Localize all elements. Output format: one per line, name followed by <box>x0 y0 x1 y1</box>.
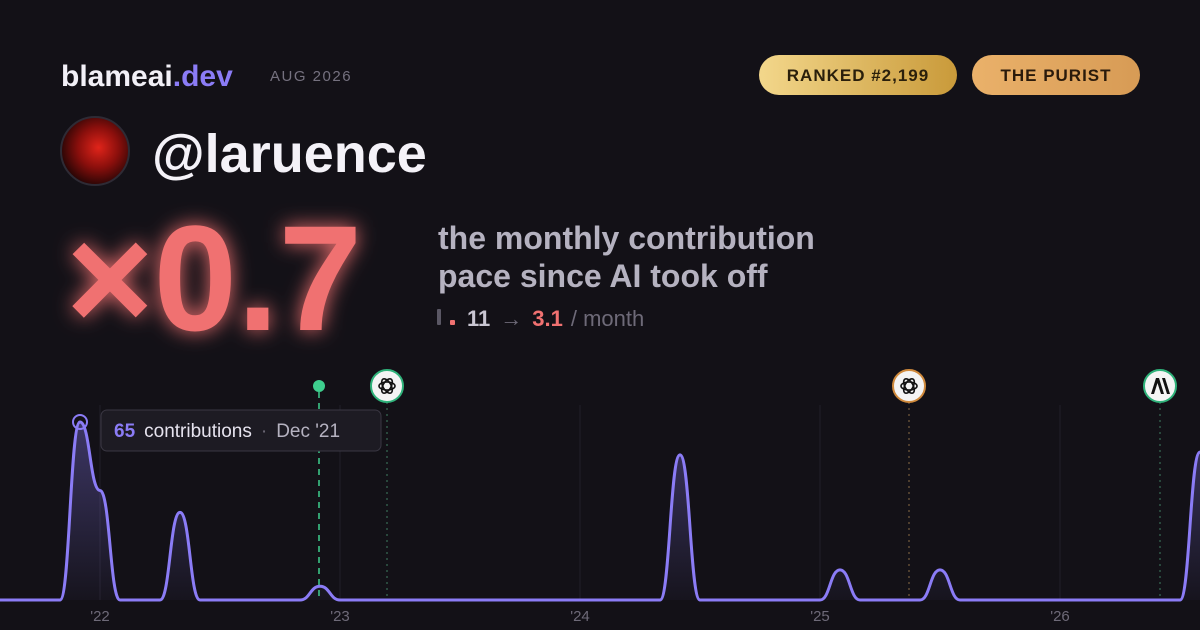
multiplier: ×0.7 <box>66 194 362 362</box>
x-tick-label: '23 <box>330 608 350 625</box>
handle: @laruence <box>152 124 427 184</box>
tooltip-separator: · <box>261 421 267 442</box>
model-icon <box>892 369 926 403</box>
brand: blameai.dev <box>61 60 233 93</box>
persona-badge-text: THE PURIST <box>1000 66 1111 85</box>
line <box>0 420 1200 602</box>
chart: '22 '23 '24 '25 '26 65 contributions · Dec '21 <box>0 369 1200 625</box>
description-line: pace since AI took off <box>438 258 768 294</box>
brand-name: blameai <box>61 60 173 93</box>
model-icon <box>370 369 404 403</box>
event-dot <box>313 380 325 392</box>
after-value: 3.1 <box>532 306 563 331</box>
before-value: 11 <box>467 306 490 331</box>
rank-badge-text: RANKED #2,199 <box>787 66 929 85</box>
persona-badge <box>972 55 1140 95</box>
tooltip-unit: contributions <box>144 421 252 442</box>
pace-stats: 11 → 3.1 / month <box>467 306 644 331</box>
tooltip <box>100 409 382 452</box>
after-icon <box>450 320 455 325</box>
before-icon <box>437 309 441 325</box>
description-line: the monthly contribution <box>438 220 815 256</box>
tooltip-period: Dec '21 <box>276 421 340 442</box>
brand-tld: .dev <box>173 60 233 93</box>
date: AUG 2026 <box>270 68 352 85</box>
x-tick-label: '26 <box>1050 608 1070 625</box>
model-icon <box>1143 369 1177 403</box>
unit: / month <box>571 306 644 331</box>
tooltip-value: 65 <box>114 421 136 442</box>
x-tick-label: '22 <box>90 608 110 625</box>
avatar <box>60 116 130 186</box>
highlight-point <box>72 414 88 430</box>
rank-badge <box>759 55 957 95</box>
x-tick-label: '25 <box>810 608 830 625</box>
arrow: → <box>500 306 522 331</box>
tooltip-text: 65 contributions · Dec '21 <box>114 421 340 442</box>
x-tick-label: '24 <box>570 608 590 625</box>
